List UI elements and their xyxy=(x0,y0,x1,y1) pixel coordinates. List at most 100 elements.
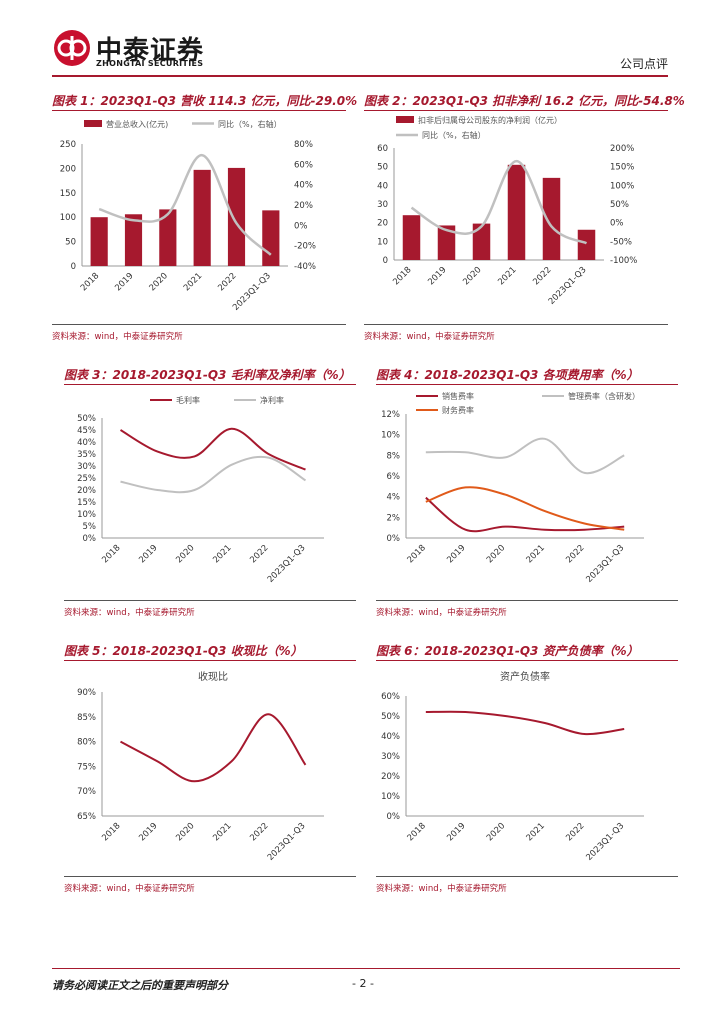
c1-x-tick-label: 2021 xyxy=(182,271,204,293)
report-type-label: 公司点评 xyxy=(619,57,668,71)
c2-bar xyxy=(402,215,421,260)
c1-bar xyxy=(227,167,246,266)
c2-line-series xyxy=(410,159,588,245)
c5-x-tick-label: 2019 xyxy=(137,821,159,843)
chart-5-bottom-rule xyxy=(64,876,356,877)
c5-x-tick-label: 2022 xyxy=(248,821,270,843)
c1-y-left-tick-label: 250 xyxy=(60,140,76,150)
c4-x-tick-label: 2020 xyxy=(485,543,507,565)
header-divider xyxy=(52,75,668,77)
c3-x-tick-label: 2019 xyxy=(137,543,159,565)
c4-legend-label: 销售费率 xyxy=(442,391,474,401)
c2-y-left-tick-label: 50 xyxy=(377,163,388,173)
c2-x-tick-label: 2022 xyxy=(531,265,553,287)
c6-x-tick-label: 2019 xyxy=(445,821,467,843)
c2-legend-bar-label: 扣非后归属母公司股东的净利润（亿元） xyxy=(418,115,562,125)
chart-1-bottom-rule xyxy=(52,324,346,325)
chart-4-bottom-rule xyxy=(376,600,678,601)
c6-y-tick-label: 30% xyxy=(381,752,400,762)
c3-y-tick-label: 20% xyxy=(77,486,96,496)
c3-x-tick-label: 2020 xyxy=(174,543,196,565)
c5-inner-title: 收现比 xyxy=(198,670,228,683)
c2-y-right-tick-label: 50% xyxy=(610,200,629,210)
chart-6: 0% 10% 20% 30% 40% 50% 60% 2018 2019 2020 2021 2022… xyxy=(381,670,644,863)
c1-y-left-tick-label: 100 xyxy=(60,213,76,223)
chart-5-title: 图表 5：2018-2023Q1-Q3 收现比（%） xyxy=(64,644,303,658)
c2-x-tick-label: 2020 xyxy=(461,265,483,287)
c2-legend-line-label: 同比（%，右轴） xyxy=(422,130,486,140)
c4-y-tick-label: 0% xyxy=(387,534,401,544)
chart-2-bottom-rule xyxy=(364,324,668,325)
c6-y-tick-label: 60% xyxy=(381,692,400,702)
c2-y-right-tick-label: 0% xyxy=(610,219,624,229)
chart-4-title: 图表 4：2018-2023Q1-Q3 各项费用率（%） xyxy=(376,368,639,382)
chart-4: 0% 2% 4% 6% 8% 10% 12% 2018 2019 2020 2021 20222023… xyxy=(381,391,644,585)
c2-bar xyxy=(472,223,491,260)
c2-y-left-tick-label: 60 xyxy=(377,144,388,154)
c3-x-tick-label: 2018 xyxy=(100,543,122,565)
c1-x-tick-label: 2020 xyxy=(148,271,170,293)
c6-x-tick-label: 2022 xyxy=(564,821,586,843)
c1-legend-bar-label: 营业总收入(亿元) xyxy=(106,119,168,129)
c6-y-tick-label: 20% xyxy=(381,772,400,782)
c4-x-tick-label: 2018 xyxy=(406,543,428,565)
disclaimer-note: 请务必阅读正文之后的重要声明部分 xyxy=(52,979,228,992)
c1-y-right-tick-label: 40% xyxy=(294,181,313,191)
c2-y-right-tick-label: -50% xyxy=(610,237,632,247)
chart-5: 65% 70% 75% 80% 85% 90% 2018 2019 2020 2021 202220… xyxy=(77,670,324,863)
company-logo-icon xyxy=(54,30,90,66)
c5-y-tick-label: 65% xyxy=(77,812,96,822)
c5-x-tick-label: 2021 xyxy=(211,821,233,843)
c2-y-right-tick-label: 150% xyxy=(610,163,634,173)
c4-y-tick-label: 2% xyxy=(387,513,401,523)
c3-x-tick-label: 2022 xyxy=(248,543,270,565)
c1-y-left-tick-label: 200 xyxy=(60,164,76,174)
c1-bar xyxy=(159,209,177,266)
c3-y-tick-label: 0% xyxy=(83,534,97,544)
c2-y-left-tick-label: 10 xyxy=(377,237,388,247)
chart-6-bottom-rule xyxy=(376,876,678,877)
chart-2-source: 资料来源：wind，中泰证券研究所 xyxy=(364,332,495,342)
c3-y-tick-label: 5% xyxy=(83,522,97,532)
c2-x-tick-label: 2023Q1-Q3 xyxy=(547,265,589,307)
chart-6-source: 资料来源：wind，中泰证券研究所 xyxy=(376,884,507,894)
chart-1: 0 50 100 150 200 250 -40% -20% 0% 20% 40% 60% 80% 201… xyxy=(60,119,316,313)
c1-line-series xyxy=(98,153,272,256)
c3-y-tick-label: 50% xyxy=(77,414,96,424)
chart-4-title-rule xyxy=(376,384,678,385)
c3-x-tick-label: 2021 xyxy=(211,543,233,565)
c3-x-tick-label: 2023Q1-Q3 xyxy=(266,543,308,585)
chart-2-title: 图表 2：2023Q1-Q3 扣非净利 16.2 亿元，同比-54.8% xyxy=(364,94,685,108)
c5-x-tick-label: 2018 xyxy=(100,821,122,843)
c1-bar xyxy=(193,169,211,266)
chart-3-bottom-rule xyxy=(64,600,356,601)
chart-6-title-rule xyxy=(376,660,678,661)
c3-y-tick-label: 35% xyxy=(77,450,96,460)
chart-6-title: 图表 6：2018-2023Q1-Q3 资产负债率（%） xyxy=(376,644,639,658)
c2-bar xyxy=(577,229,596,260)
c6-x-tick-label: 2023Q1-Q3 xyxy=(584,821,626,863)
c3-legend-label: 净利率 xyxy=(260,395,284,405)
c3-y-tick-label: 15% xyxy=(77,498,96,508)
chart-2: 0 10 20 30 40 50 60 -100% -50% 0% 50% 100% 150% 200% 2… xyxy=(377,115,637,307)
c4-x-tick-label: 2019 xyxy=(445,543,467,565)
c4-x-tick-label: 2022 xyxy=(564,543,586,565)
c5-y-tick-label: 75% xyxy=(77,762,96,772)
c6-x-tick-label: 2018 xyxy=(406,821,428,843)
c6-x-tick-label: 2020 xyxy=(485,821,507,843)
chart-1-title-rule xyxy=(52,110,346,111)
c4-line-series-1 xyxy=(425,496,625,533)
chart-3-source: 资料来源：wind，中泰证券研究所 xyxy=(64,608,195,618)
c1-x-tick-label: 2019 xyxy=(113,271,135,293)
c2-bar xyxy=(542,177,561,260)
c6-y-tick-label: 0% xyxy=(387,812,401,822)
c1-y-left-tick-label: 150 xyxy=(60,189,76,199)
c3-y-tick-label: 25% xyxy=(77,474,96,484)
c5-x-tick-label: 2020 xyxy=(174,821,196,843)
c1-y-right-tick-label: 0% xyxy=(294,221,308,231)
c4-legend-label: 财务费率 xyxy=(442,405,474,415)
c4-y-tick-label: 4% xyxy=(387,493,401,503)
c2-y-left-tick-label: 0 xyxy=(383,256,388,266)
c2-x-tick-label: 2019 xyxy=(426,265,448,287)
c4-x-tick-label: 2021 xyxy=(525,543,547,565)
